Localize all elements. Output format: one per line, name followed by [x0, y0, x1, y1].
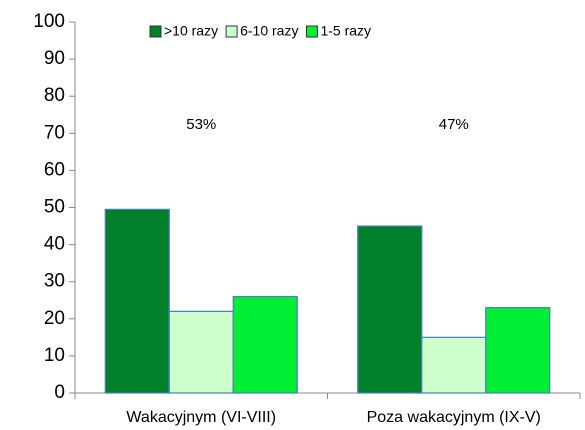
legend-swatch [305, 25, 318, 38]
y-tick-label: 40 [44, 234, 65, 255]
annotation: 47% [439, 116, 469, 133]
legend-label: >10 razy [164, 23, 218, 39]
y-tick-label: 60 [44, 159, 65, 180]
annotation: 53% [186, 116, 216, 133]
bar [485, 307, 551, 394]
y-tick-label: 30 [44, 271, 65, 292]
y-tick-label: 80 [44, 85, 65, 106]
y-tick-label: 90 [44, 48, 65, 69]
y-tick-label: 10 [44, 345, 65, 366]
legend-label: 6-10 razy [240, 23, 298, 39]
x-tick-label: Wakacyjnym (VI-VIII) [126, 409, 276, 426]
bar [232, 295, 298, 394]
bar [421, 336, 487, 394]
bar [357, 225, 423, 394]
x-tick-label: Poza wakacyjnym (IX-V) [367, 409, 541, 426]
bar [168, 310, 234, 394]
y-tick-label: 50 [44, 197, 65, 218]
legend-label: 1-5 razy [320, 23, 371, 39]
legend-swatch [225, 25, 238, 38]
y-tick-label: 70 [44, 122, 65, 143]
bar [104, 208, 170, 394]
y-tick-label: 20 [44, 308, 65, 329]
legend-swatch [149, 25, 162, 38]
y-tick-label: 100 [33, 11, 65, 32]
y-tick-label: 0 [54, 382, 65, 403]
